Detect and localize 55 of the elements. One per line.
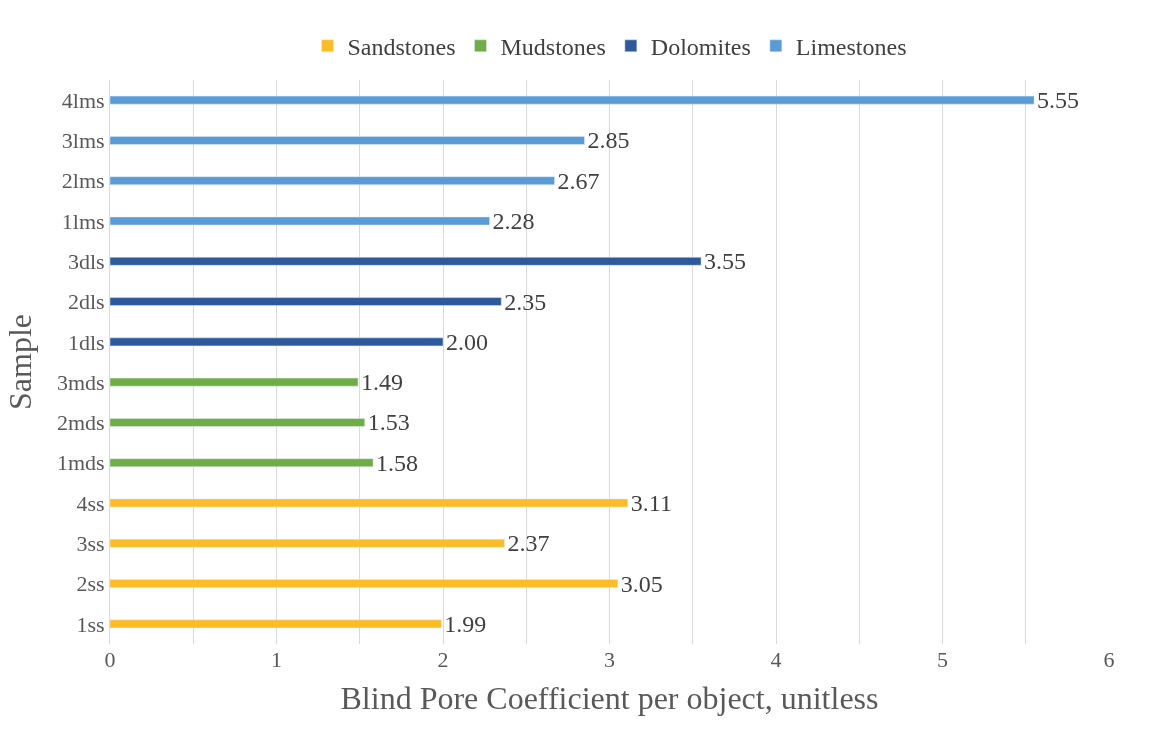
data-label: 2.85 — [587, 127, 630, 154]
bar — [110, 418, 365, 427]
y-tick-label: 3mds — [56, 369, 105, 395]
data-label: 1.99 — [444, 610, 487, 637]
data-label: 2.35 — [504, 288, 547, 315]
bar — [110, 297, 502, 306]
y-tick-label: 4lms — [61, 87, 105, 113]
y-tick-label: 1dls — [67, 329, 105, 355]
y-axis-title: Sample — [2, 314, 39, 410]
x-tick-label: 6 — [1103, 647, 1115, 672]
x-tick-label: 5 — [937, 647, 948, 672]
bar — [110, 377, 359, 387]
data-label: 1.58 — [376, 449, 419, 476]
y-tick-label: 2mds — [56, 410, 105, 436]
x-tick-label: 4 — [770, 647, 782, 672]
y-tick-label: 3lms — [61, 128, 105, 154]
bar — [110, 619, 442, 629]
bar — [110, 539, 505, 548]
x-axis-title: Blind Pore Coefficient per object, unitless — [340, 679, 879, 716]
y-tick-label: 1ss — [76, 611, 105, 637]
data-label: 2.37 — [507, 530, 550, 557]
bar — [110, 498, 629, 508]
y-tick-label: 1lms — [61, 208, 105, 234]
bar — [110, 579, 619, 588]
bar — [110, 176, 555, 185]
y-tick-label: 1mds — [56, 450, 105, 476]
legend-label: Limestones — [795, 34, 907, 61]
y-tick-label: 4ss — [76, 490, 105, 516]
data-label: 1.53 — [367, 409, 410, 436]
data-label: 3.05 — [620, 570, 663, 597]
bar — [110, 136, 585, 145]
y-tick-label: 2lms — [61, 168, 105, 194]
bar — [110, 216, 490, 226]
legend-label: Mudstones — [500, 34, 606, 61]
data-label: 2.00 — [446, 328, 488, 355]
data-label: 2.28 — [492, 208, 535, 234]
y-tick-label: 3ss — [76, 530, 105, 556]
x-tick-label: 1 — [271, 647, 282, 672]
data-label: 1.49 — [361, 369, 404, 396]
y-tick-label: 3dls — [67, 248, 105, 274]
data-label: 3.55 — [704, 248, 747, 275]
data-label: 5.55 — [1037, 87, 1080, 114]
data-label: 3.11 — [630, 490, 672, 516]
bar — [110, 337, 444, 347]
y-tick-label: 2dls — [67, 289, 105, 315]
x-tick-label: 0 — [104, 647, 116, 672]
y-tick-label: 2ss — [76, 571, 105, 597]
bar — [110, 95, 1035, 105]
legend-label: Dolomites — [650, 34, 751, 61]
bar — [110, 257, 702, 266]
x-tick-label: 3 — [604, 647, 615, 672]
x-tick-label: 2 — [437, 647, 449, 672]
data-label: 2.67 — [557, 167, 600, 194]
legend-label: Sandstones — [347, 34, 456, 61]
bar — [110, 458, 374, 467]
